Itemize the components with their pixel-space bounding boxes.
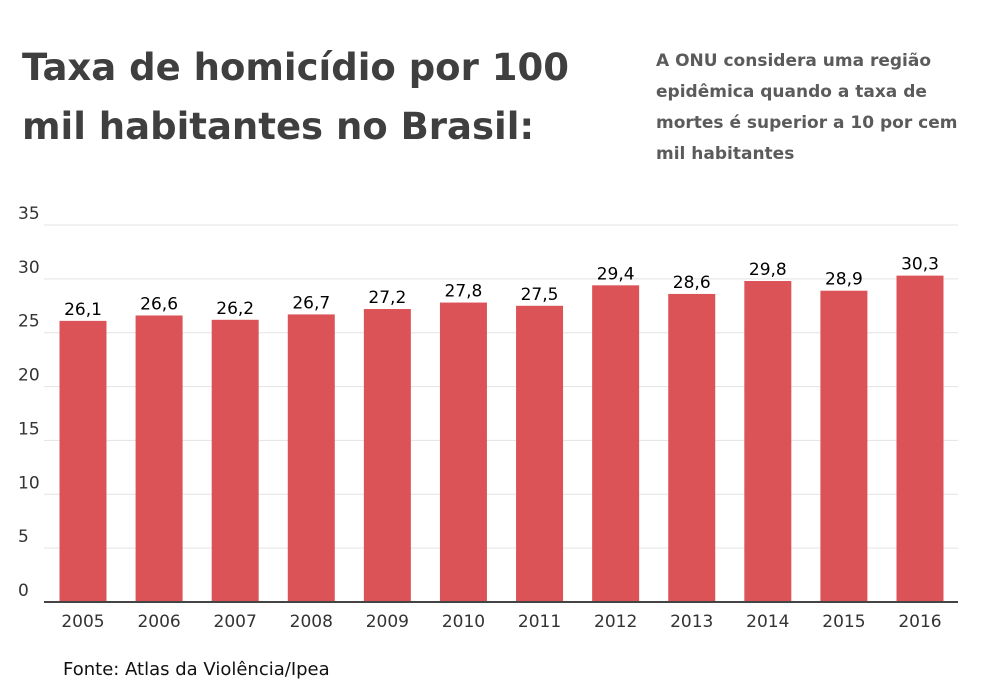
y-tick-label: 5 bbox=[18, 527, 29, 547]
x-tick-label: 2013 bbox=[670, 612, 713, 632]
bar-2005 bbox=[59, 320, 107, 602]
value-label: 26,6 bbox=[140, 294, 178, 314]
y-tick-label: 0 bbox=[18, 581, 29, 601]
bar-2007 bbox=[211, 319, 259, 602]
bar-2008 bbox=[287, 314, 335, 602]
value-label: 26,2 bbox=[216, 299, 254, 319]
x-tick-label: 2009 bbox=[366, 612, 409, 632]
x-tick-label: 2015 bbox=[822, 612, 865, 632]
y-tick-label: 20 bbox=[18, 366, 40, 386]
value-labels: 26,1 26,6 26,2 26,7 27,2 27,8 27,5 29,4 28,6 29,8… bbox=[64, 255, 939, 320]
y-tick-label: 25 bbox=[18, 312, 40, 332]
y-axis-ticks: 0 5 10 15 20 25 30 35 bbox=[18, 204, 40, 601]
value-label: 29,4 bbox=[597, 264, 635, 284]
source-note: Fonte: Atlas da Violência/Ipea bbox=[63, 659, 330, 680]
chart-title: Taxa de homicídio por 100 mil habitantes… bbox=[22, 46, 569, 148]
x-tick-label: 2005 bbox=[61, 612, 104, 632]
value-label: 27,2 bbox=[368, 288, 406, 308]
x-tick-label: 2016 bbox=[898, 612, 941, 632]
bar-2013 bbox=[668, 293, 716, 602]
bars bbox=[59, 275, 944, 602]
bar-2011 bbox=[516, 305, 564, 602]
value-label: 26,1 bbox=[64, 300, 102, 320]
x-tick-label: 2007 bbox=[214, 612, 257, 632]
bar-2010 bbox=[439, 302, 487, 602]
x-tick-label: 2006 bbox=[137, 612, 180, 632]
x-tick-label: 2010 bbox=[442, 612, 485, 632]
x-tick-label: 2008 bbox=[290, 612, 333, 632]
value-label: 27,5 bbox=[521, 285, 559, 305]
bar-2012 bbox=[592, 285, 640, 602]
x-axis-ticks: 2005 2006 2007 2008 2009 2010 2011 2012 2013 2014… bbox=[61, 612, 941, 632]
annotation-note: A ONU considera uma região epidêmica qua… bbox=[656, 51, 958, 164]
value-label: 27,8 bbox=[445, 282, 483, 302]
bar-2016 bbox=[896, 275, 944, 602]
y-tick-label: 10 bbox=[18, 473, 40, 493]
value-label: 28,6 bbox=[673, 273, 711, 293]
value-label: 26,7 bbox=[292, 293, 330, 313]
value-label: 29,8 bbox=[749, 260, 787, 280]
value-label: 30,3 bbox=[901, 255, 939, 275]
gridlines bbox=[44, 224, 958, 549]
y-tick-label: 35 bbox=[18, 204, 40, 224]
bar-2015 bbox=[820, 290, 868, 602]
x-tick-label: 2011 bbox=[518, 612, 561, 632]
value-label: 28,9 bbox=[825, 270, 863, 290]
bar-2006 bbox=[135, 315, 183, 602]
bar-2009 bbox=[363, 309, 411, 602]
x-tick-label: 2012 bbox=[594, 612, 637, 632]
y-tick-label: 15 bbox=[18, 419, 40, 439]
x-tick-label: 2014 bbox=[746, 612, 789, 632]
y-tick-label: 30 bbox=[18, 258, 40, 278]
bar-2014 bbox=[744, 281, 792, 602]
